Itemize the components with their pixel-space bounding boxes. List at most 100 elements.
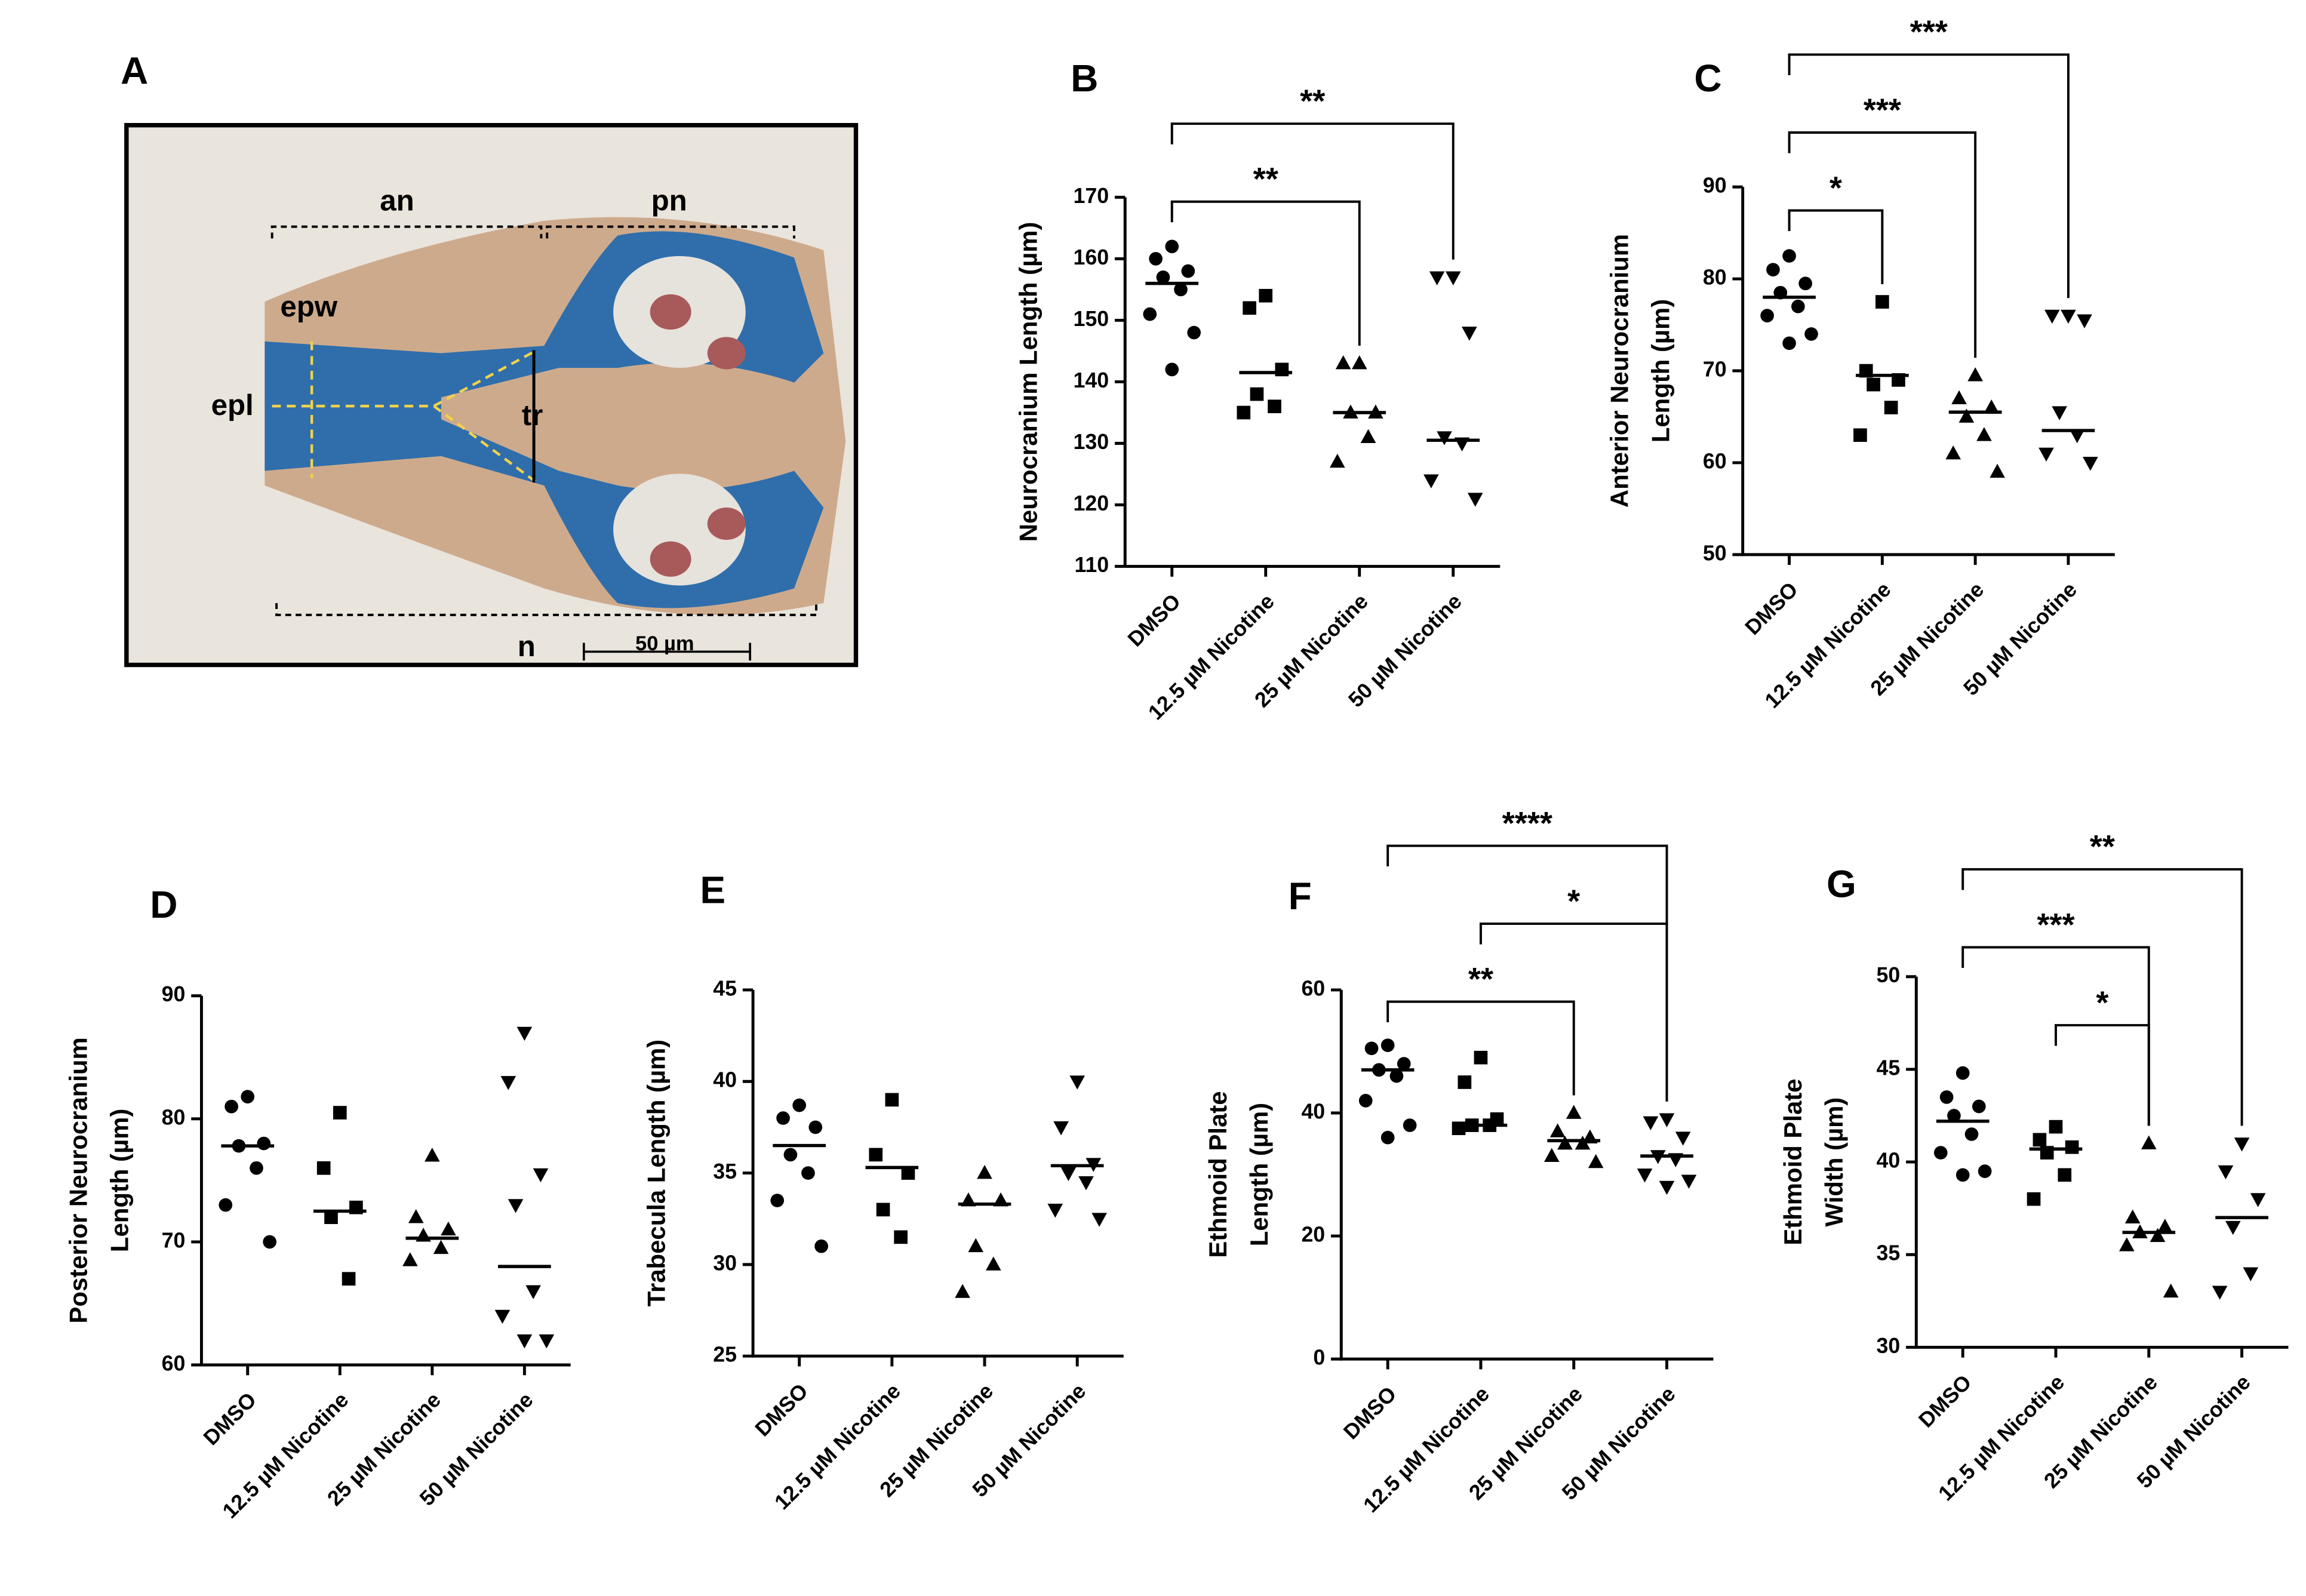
y-axis-label: Posterior Neurocranium — [64, 1037, 92, 1323]
panel-letter: F — [1289, 874, 1312, 917]
point — [1474, 1050, 1488, 1065]
point — [1933, 1146, 1948, 1160]
chart-0: B 110 120 130 140 150 160 170 Neurocranium Lengt… — [1014, 57, 1501, 724]
point — [1423, 474, 1439, 488]
point — [1389, 1069, 1404, 1083]
point — [2243, 1267, 2259, 1281]
significance-bracket — [1788, 209, 1884, 284]
label: n — [518, 630, 536, 663]
point — [1791, 299, 1805, 313]
label: tr — [522, 399, 543, 432]
y-tick-label: 40 — [1876, 1149, 1900, 1173]
point — [1380, 1038, 1395, 1052]
point — [2033, 1133, 2047, 1147]
panel-letter: G — [1827, 863, 1856, 906]
panel-letter: D — [150, 883, 177, 926]
point — [1853, 428, 1867, 442]
eye — [707, 337, 746, 370]
eye-socket — [613, 473, 746, 586]
point — [316, 1161, 331, 1175]
significance-label: *** — [1910, 14, 1948, 50]
point — [2058, 1168, 2072, 1182]
point — [494, 1309, 511, 1324]
significance-label: **** — [1502, 805, 1553, 841]
point — [1156, 270, 1170, 284]
point — [1237, 405, 1251, 420]
point — [2157, 1219, 2173, 1233]
label: epl — [211, 389, 254, 422]
point — [1967, 367, 1983, 382]
y-tick-label: 90 — [162, 982, 186, 1006]
point — [333, 1106, 347, 1120]
y-tick-label: 110 — [1075, 553, 1109, 577]
point — [1884, 401, 1898, 414]
y-tick-label: 60 — [1301, 976, 1325, 1000]
point — [1875, 295, 1889, 309]
point — [776, 1111, 790, 1125]
point — [2124, 1209, 2141, 1224]
point — [1380, 1130, 1395, 1145]
yellow-lines — [272, 341, 538, 484]
point — [1149, 252, 1163, 266]
point — [525, 1285, 541, 1299]
point — [241, 1090, 255, 1104]
point — [2061, 309, 2076, 324]
y-axis-label: Anterior Neurocranium — [1606, 234, 1634, 508]
x-tick-label: DMSO — [751, 1379, 813, 1441]
chart-1: C 50 60 70 80 90 Anterior Neurocranium Length (… — [1606, 14, 2115, 713]
point — [1403, 1118, 1417, 1132]
point — [1358, 1094, 1373, 1108]
point — [1984, 399, 2000, 414]
significance-label: ** — [2090, 829, 2116, 865]
point — [2049, 1120, 2063, 1134]
label: epw — [280, 290, 337, 323]
scale-bar — [582, 642, 751, 661]
y-tick-label: 120 — [1074, 491, 1109, 515]
point — [1956, 1168, 1970, 1182]
y-tick-label: 35 — [713, 1160, 737, 1183]
point — [408, 1209, 424, 1223]
y-axis-label: Length (µm) — [1647, 299, 1675, 442]
significance-label: *** — [2037, 907, 2075, 943]
point — [1437, 431, 1452, 445]
panel-letter: C — [1694, 57, 1721, 100]
point — [1462, 327, 1477, 341]
y-tick-label: 90 — [1703, 174, 1727, 198]
point — [2218, 1165, 2234, 1180]
point — [1760, 309, 1774, 322]
point — [533, 1168, 549, 1183]
point — [1978, 1164, 1992, 1178]
point — [425, 1148, 440, 1162]
point — [801, 1166, 815, 1180]
point — [1958, 408, 1975, 423]
point — [955, 1284, 970, 1298]
point — [2150, 1228, 2166, 1243]
point — [1972, 1099, 1986, 1114]
point — [1557, 1135, 1573, 1150]
significance-label: ** — [1300, 84, 1326, 119]
point — [968, 1238, 984, 1253]
point — [1053, 1121, 1069, 1136]
label: an — [380, 184, 414, 217]
point — [1659, 1180, 1675, 1195]
panel-letter: A — [121, 50, 148, 93]
point — [1445, 271, 1461, 285]
point — [516, 1334, 533, 1349]
point — [1243, 301, 1256, 315]
y-tick-label: 50 — [1876, 963, 1900, 987]
point — [1181, 264, 1195, 278]
significance-bracket — [1788, 53, 2070, 299]
measure-lines — [272, 341, 538, 484]
point — [2044, 309, 2060, 324]
point — [1078, 1176, 1094, 1191]
significance-label: ** — [1468, 961, 1494, 997]
point — [814, 1239, 828, 1253]
y-tick-label: 60 — [1703, 449, 1727, 473]
y-axis-label: Neurocranium Length (µm) — [1014, 222, 1042, 542]
point — [2027, 1192, 2041, 1206]
point — [342, 1272, 356, 1286]
point — [1143, 307, 1157, 321]
significance-label: * — [2096, 985, 2109, 1020]
